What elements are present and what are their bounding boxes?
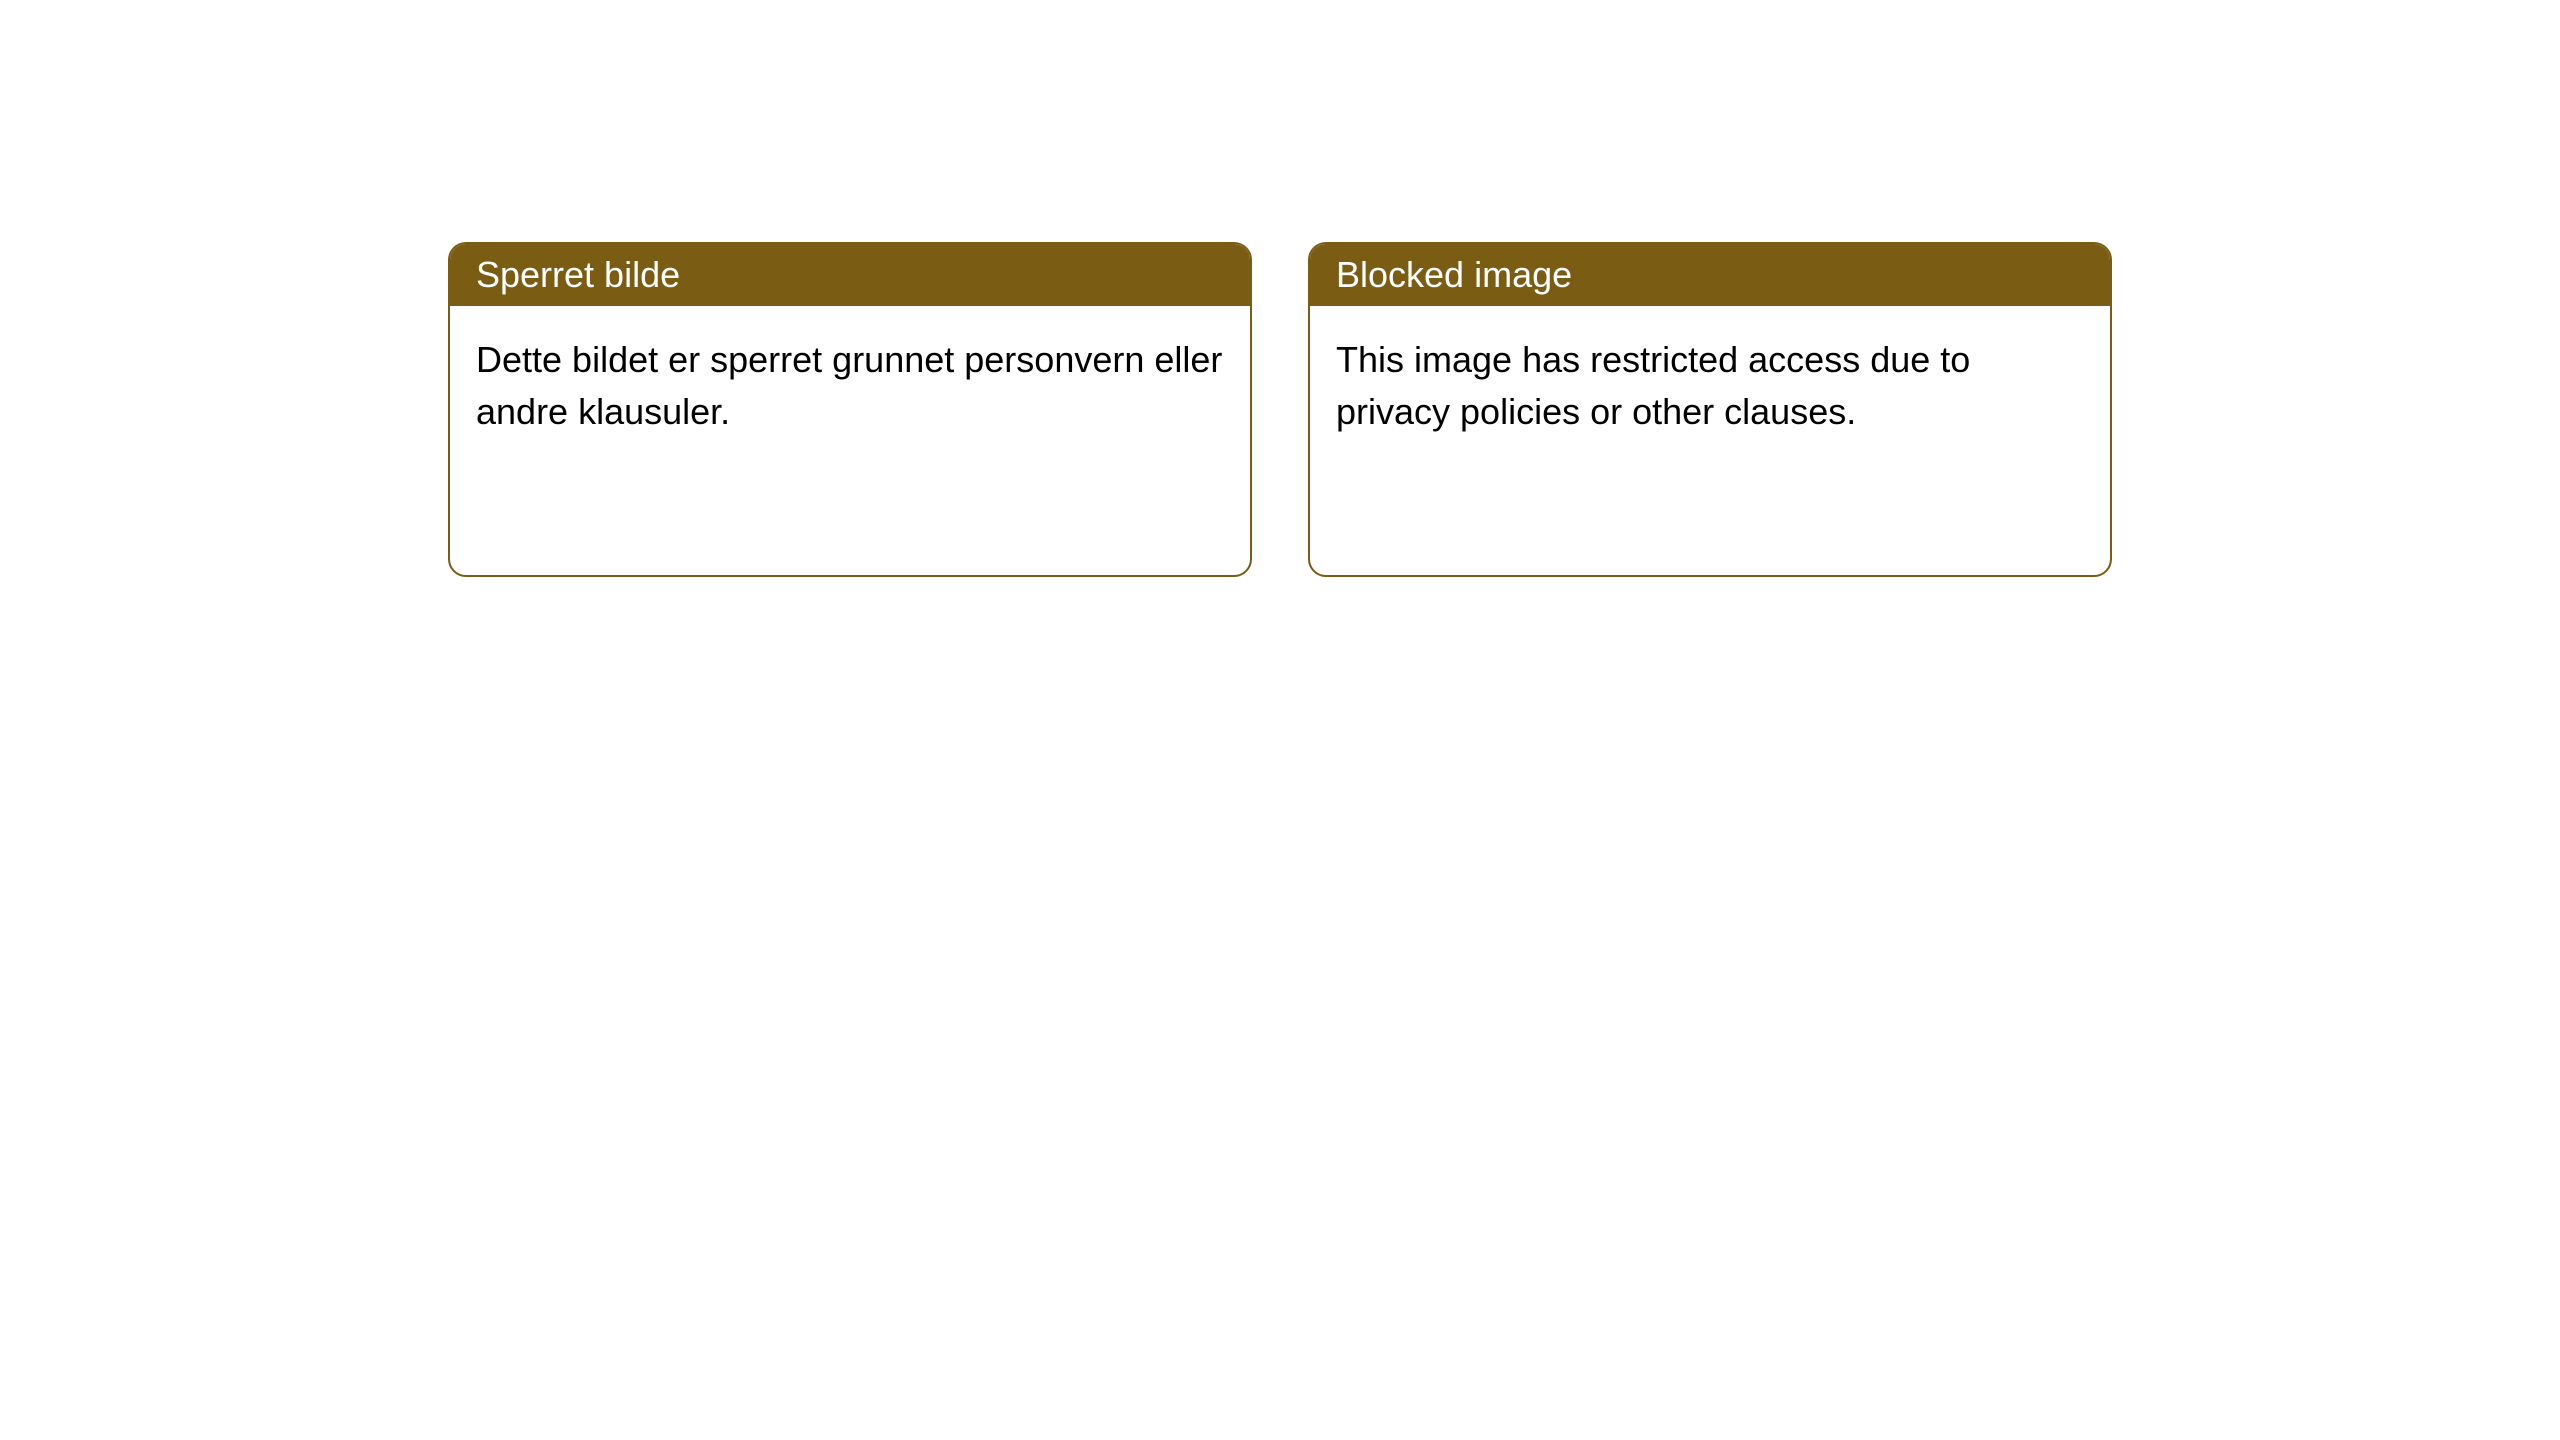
notice-box-norwegian: Sperret bilde Dette bildet er sperret gr… xyxy=(448,242,1252,577)
notice-title: Blocked image xyxy=(1310,244,2110,306)
notice-body: This image has restricted access due to … xyxy=(1310,306,2110,466)
notice-container: Sperret bilde Dette bildet er sperret gr… xyxy=(0,0,2560,577)
notice-title: Sperret bilde xyxy=(450,244,1250,306)
notice-body: Dette bildet er sperret grunnet personve… xyxy=(450,306,1250,466)
notice-box-english: Blocked image This image has restricted … xyxy=(1308,242,2112,577)
